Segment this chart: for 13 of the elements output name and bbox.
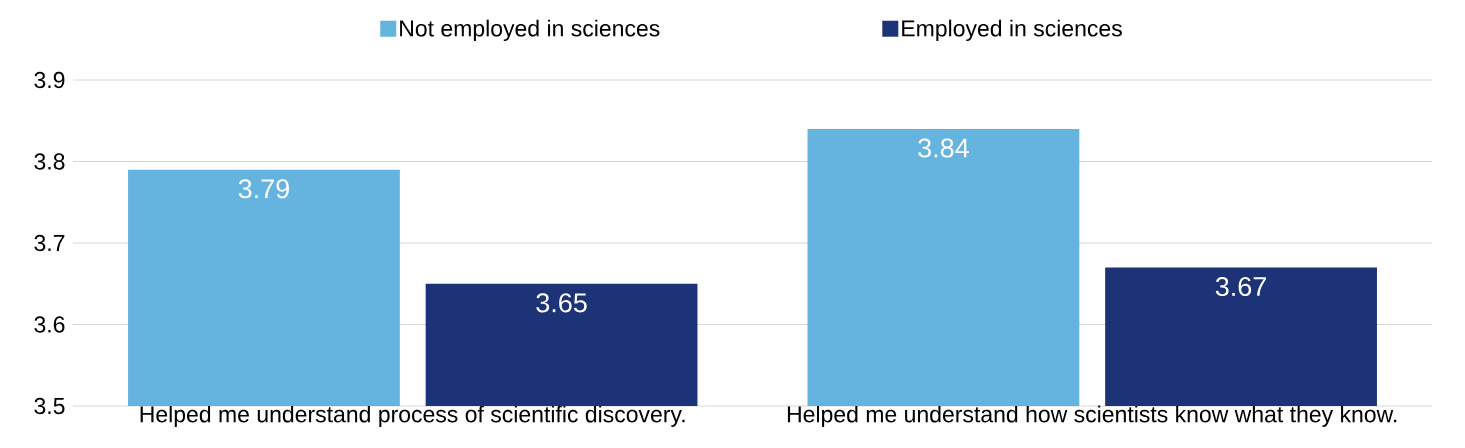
y-tick-label: 3.6 bbox=[34, 316, 65, 333]
y-tick-label: 3.5 bbox=[34, 397, 65, 415]
y-tick-label: 3.8 bbox=[34, 153, 65, 170]
x-tick-label: Helped me understand process of scientific discovery. bbox=[140, 405, 685, 427]
data-label: 3.65 bbox=[536, 293, 587, 313]
legend-label: Not employed in sciences bbox=[400, 19, 660, 42]
y-tick-label: 3.7 bbox=[34, 234, 65, 252]
y-tick-label: 3.9 bbox=[34, 71, 65, 89]
legend-label: Employed in sciences bbox=[902, 19, 1122, 42]
data-label: 3.79 bbox=[238, 179, 289, 199]
data-label: 3.67 bbox=[1215, 276, 1266, 297]
data-label: 3.84 bbox=[918, 138, 969, 158]
x-tick-label: Helped me understand how scientists know what they know. bbox=[787, 405, 1397, 427]
